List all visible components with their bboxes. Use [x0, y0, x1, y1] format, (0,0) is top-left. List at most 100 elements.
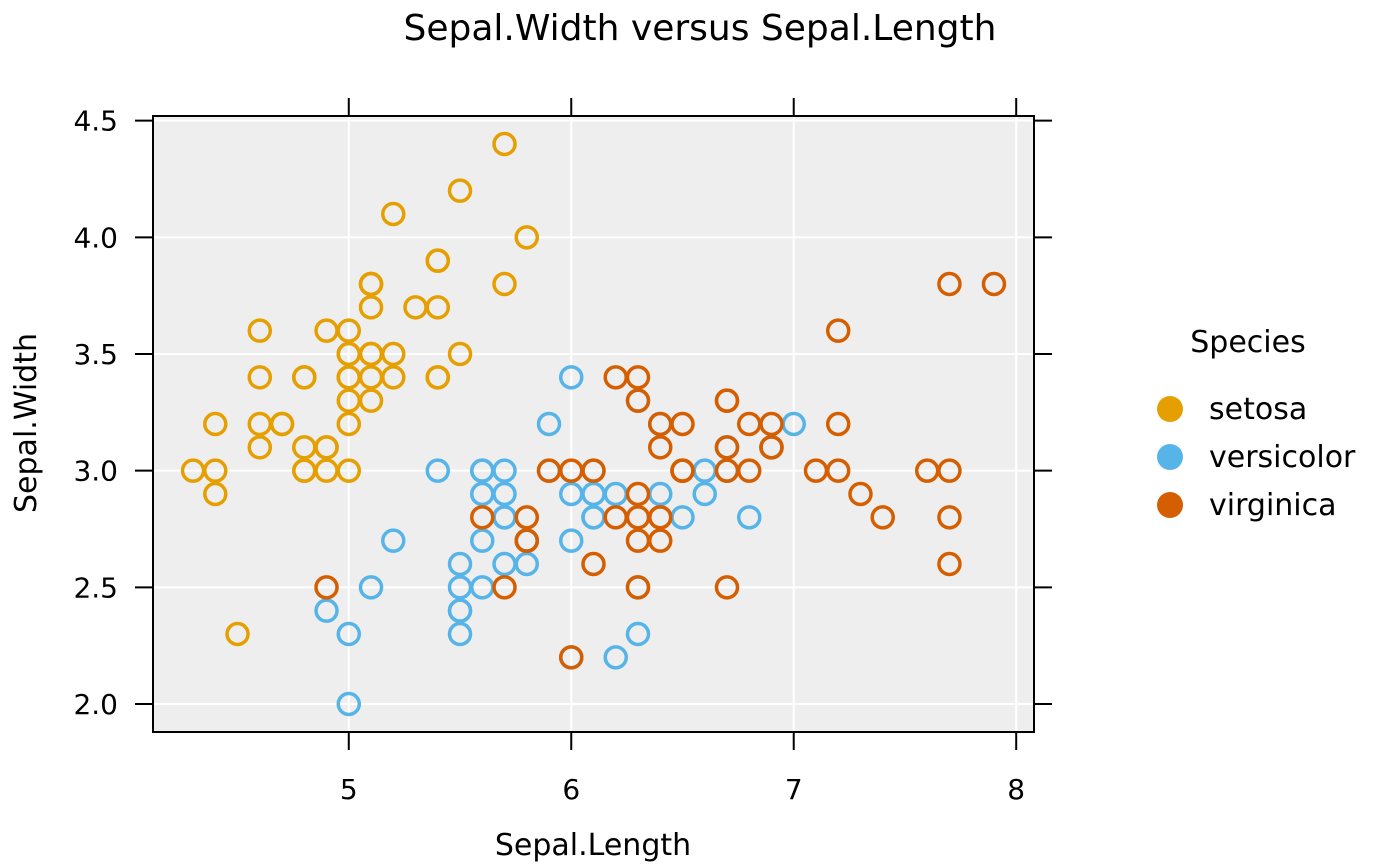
series-setosa — [180, 131, 540, 647]
data-point — [292, 365, 317, 390]
legend: Species setosa versicolor virginica — [1157, 325, 1356, 523]
data-point — [447, 598, 473, 623]
data-point — [714, 458, 740, 483]
x-tick-label: 5 — [340, 773, 358, 806]
data-point — [825, 458, 851, 483]
y-tick-label: 3.5 — [73, 338, 118, 371]
legend-marker — [1157, 396, 1183, 422]
data-point — [336, 411, 362, 437]
series-virginica — [314, 271, 1007, 670]
data-point — [247, 318, 273, 343]
data-point — [358, 365, 384, 390]
data-point — [559, 645, 584, 670]
data-point — [492, 458, 517, 483]
grid-lines — [153, 116, 1034, 732]
data-point — [759, 435, 784, 460]
data-point — [581, 551, 606, 577]
data-point — [292, 458, 317, 483]
data-point — [937, 505, 962, 530]
data-point — [736, 411, 762, 437]
data-point — [514, 551, 540, 577]
data-point — [358, 295, 384, 320]
data-point — [825, 411, 851, 437]
data-point — [314, 435, 339, 460]
data-point — [358, 575, 384, 600]
data-point — [425, 365, 451, 390]
data-point — [425, 458, 451, 483]
data-point — [492, 575, 517, 600]
x-tick-label: 8 — [1007, 773, 1025, 806]
legend-label: virginica — [1209, 488, 1337, 523]
data-point — [336, 458, 362, 483]
data-point — [247, 411, 273, 437]
data-point — [492, 271, 517, 297]
data-point — [336, 691, 362, 717]
data-point — [647, 435, 673, 460]
data-point — [603, 645, 628, 670]
data-point — [625, 621, 651, 647]
legend-title: Species — [1190, 325, 1305, 360]
x-axis-title: Sepal.Length — [495, 828, 691, 863]
data-point — [403, 295, 428, 320]
data-point — [625, 388, 651, 413]
y-tick-label: 2.0 — [73, 688, 118, 721]
legend-item-setosa: setosa — [1157, 392, 1307, 427]
data-point — [470, 528, 495, 553]
y-tick-label: 3.0 — [73, 455, 118, 488]
data-point — [625, 505, 651, 530]
data-point — [314, 318, 339, 343]
data-point — [336, 341, 362, 367]
y-tick-label: 4.5 — [73, 105, 118, 138]
y-tick-label: 2.5 — [73, 571, 118, 604]
data-point — [825, 318, 851, 343]
data-point — [670, 458, 695, 483]
data-point — [314, 598, 339, 623]
y-axis-title: Sepal.Width — [9, 333, 44, 513]
data-point — [603, 365, 628, 390]
data-point — [470, 505, 495, 530]
data-point — [314, 575, 339, 600]
data-point — [514, 225, 540, 250]
data-point — [559, 365, 584, 390]
plot-frame — [152, 115, 1035, 733]
data-point — [225, 621, 250, 647]
data-point — [937, 458, 962, 483]
data-point — [536, 411, 562, 437]
data-point — [714, 575, 740, 600]
data-point — [425, 248, 451, 273]
data-point — [559, 481, 584, 507]
data-point — [447, 575, 473, 600]
data-point — [247, 365, 273, 390]
data-point — [203, 411, 228, 437]
data-point — [937, 271, 962, 297]
data-point — [358, 271, 384, 297]
data-point — [381, 341, 406, 367]
data-point — [447, 341, 473, 367]
data-point — [625, 528, 651, 553]
data-point — [559, 528, 584, 553]
legend-marker — [1157, 492, 1183, 518]
data-point — [692, 481, 717, 507]
data-point — [848, 481, 873, 507]
data-points — [180, 131, 1007, 717]
data-point — [447, 551, 473, 577]
legend-entries: setosa versicolor virginica — [1157, 392, 1356, 523]
data-point — [714, 388, 740, 413]
chart-title: Sepal.Width versus Sepal.Length — [404, 8, 997, 49]
data-point — [514, 528, 540, 553]
legend-label: versicolor — [1209, 440, 1356, 475]
data-point — [736, 505, 762, 530]
data-point — [647, 411, 673, 437]
x-tick-label: 7 — [785, 773, 803, 806]
legend-marker — [1157, 444, 1183, 470]
data-point — [381, 201, 406, 227]
data-point — [870, 505, 895, 530]
plot-background — [153, 116, 1034, 732]
data-point — [981, 271, 1007, 297]
x-tick-label: 6 — [562, 773, 580, 806]
data-point — [381, 528, 406, 553]
data-point — [336, 388, 362, 413]
data-point — [625, 481, 651, 507]
legend-item-virginica: virginica — [1157, 488, 1337, 523]
